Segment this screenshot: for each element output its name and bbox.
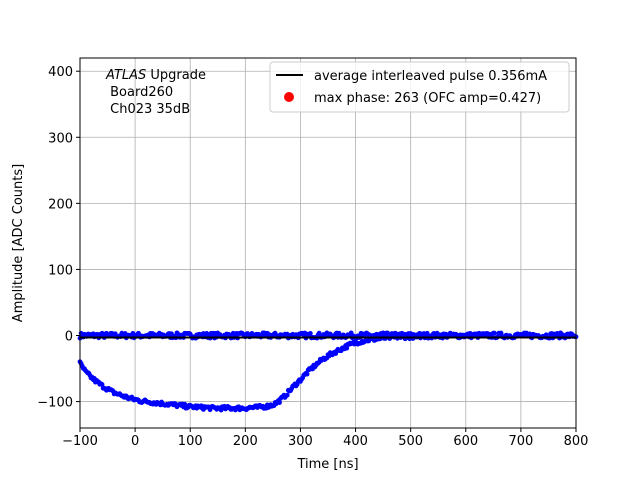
pulse-point [182,401,188,407]
ticks: −100 0 100 200 300 400 500 600 700 800 −100 0 100 200… [37,65,588,449]
x-tick-label: 0 [131,434,139,449]
annotation-atlas: ATLAS [105,68,146,83]
pulse-point [344,345,350,351]
y-axis-label: Amplitude [ADC Counts] [11,164,26,322]
plot-frame [79,57,577,429]
x-tick-label: 500 [398,434,423,449]
legend-marker-swatch [284,92,294,102]
legend: average interleaved pulse 0.356mA max ph… [269,61,570,113]
y-tick-label: 400 [48,65,73,80]
baseline-point [307,330,313,336]
x-axis-label: Time [ns] [296,457,358,472]
legend-box [269,61,570,113]
annotation-line-2: Board260 [106,85,173,100]
legend-entry-max-phase: max phase: 263 (OFC amp=0.427) [314,91,541,106]
y-tick-label: 100 [48,263,73,278]
baseline-point [492,330,497,336]
x-tick-label: 300 [288,434,313,449]
pulse-point [99,382,105,387]
x-tick-label: 600 [453,434,478,449]
annotation-upgrade: Upgrade [146,68,206,83]
y-tick-label: −100 [37,396,73,411]
annotation-line-3: Ch023 35dB [106,102,190,117]
atlas-annotation: ATLAS Upgrade Board260 Ch023 35dB [105,68,206,117]
annotation-line-1: ATLAS Upgrade [105,68,206,83]
x-tick-label: 400 [343,434,368,449]
x-tick-label: 200 [233,434,258,449]
y-tick-label: 200 [48,197,73,212]
pulse-point [304,371,310,377]
y-tick-label: 0 [65,330,73,345]
y-tick-label: 300 [48,131,73,146]
pulse-point [284,392,290,398]
x-tick-label: −100 [62,434,98,449]
legend-entry-average-pulse: average interleaved pulse 0.356mA [314,69,547,84]
x-tick-label: 800 [564,434,589,449]
x-tick-label: 700 [508,434,533,449]
baseline-point [316,330,322,336]
pulse-point [277,400,282,405]
data-layer [77,330,579,413]
x-tick-label: 100 [178,434,203,449]
